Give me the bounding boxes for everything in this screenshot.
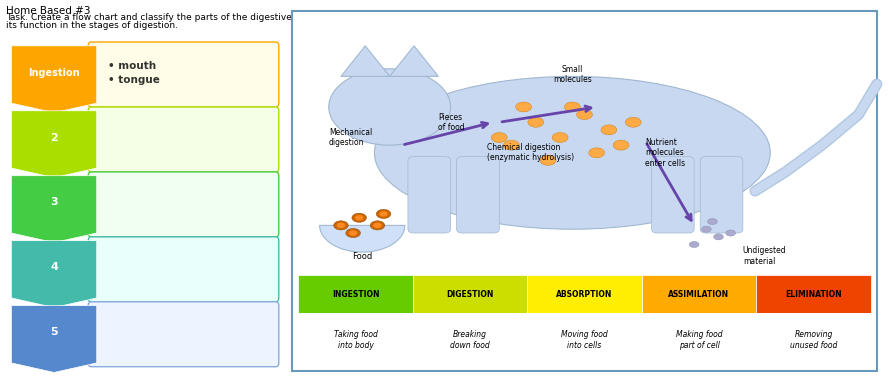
- Circle shape: [714, 234, 724, 240]
- Text: 5: 5: [51, 327, 58, 337]
- Text: Removing
unused food: Removing unused food: [789, 330, 837, 350]
- Circle shape: [552, 133, 568, 142]
- Circle shape: [370, 221, 385, 230]
- Circle shape: [329, 69, 451, 145]
- Circle shape: [492, 133, 508, 142]
- Text: 3: 3: [51, 197, 58, 207]
- Circle shape: [601, 125, 617, 135]
- Text: 4: 4: [50, 262, 58, 272]
- FancyBboxPatch shape: [412, 313, 527, 367]
- Text: ELIMINATION: ELIMINATION: [785, 290, 842, 299]
- FancyBboxPatch shape: [88, 42, 279, 107]
- Polygon shape: [389, 46, 438, 76]
- FancyBboxPatch shape: [299, 275, 412, 313]
- FancyBboxPatch shape: [88, 107, 279, 172]
- FancyBboxPatch shape: [757, 275, 870, 313]
- Text: Home Based #3: Home Based #3: [5, 6, 90, 16]
- Circle shape: [376, 209, 391, 219]
- FancyBboxPatch shape: [457, 157, 500, 233]
- Text: Pieces
of food: Pieces of food: [438, 113, 465, 132]
- FancyBboxPatch shape: [88, 172, 279, 237]
- Circle shape: [352, 213, 366, 222]
- FancyBboxPatch shape: [88, 302, 279, 367]
- FancyBboxPatch shape: [642, 275, 757, 313]
- Circle shape: [613, 140, 629, 150]
- FancyBboxPatch shape: [642, 313, 757, 367]
- Circle shape: [540, 155, 556, 165]
- Polygon shape: [12, 111, 97, 178]
- Text: Breaking
down food: Breaking down food: [450, 330, 490, 350]
- FancyBboxPatch shape: [408, 157, 451, 233]
- Polygon shape: [12, 46, 97, 113]
- Circle shape: [528, 117, 544, 127]
- Polygon shape: [12, 241, 97, 308]
- Text: • mouth
• tongue: • mouth • tongue: [108, 61, 160, 84]
- Circle shape: [355, 215, 364, 220]
- FancyBboxPatch shape: [88, 237, 279, 302]
- Circle shape: [589, 148, 605, 158]
- Text: Taking food
into body: Taking food into body: [333, 330, 378, 350]
- Text: ASSIMILATION: ASSIMILATION: [669, 290, 730, 299]
- FancyBboxPatch shape: [652, 157, 694, 233]
- Text: ABSORPTION: ABSORPTION: [557, 290, 613, 299]
- Text: Undigested
material: Undigested material: [743, 246, 787, 265]
- Text: Mechanical
digestion: Mechanical digestion: [329, 128, 372, 147]
- FancyBboxPatch shape: [701, 157, 743, 233]
- Text: INGESTION: INGESTION: [332, 290, 380, 299]
- Circle shape: [337, 223, 345, 228]
- Circle shape: [516, 102, 532, 112]
- FancyBboxPatch shape: [527, 275, 642, 313]
- Text: Nutrient
molecules
enter cells: Nutrient molecules enter cells: [645, 138, 685, 168]
- Text: 2: 2: [50, 133, 58, 142]
- Text: Food: Food: [352, 252, 372, 261]
- Text: Small
molecules: Small molecules: [553, 65, 592, 84]
- Polygon shape: [12, 176, 97, 243]
- FancyBboxPatch shape: [299, 313, 412, 367]
- Polygon shape: [341, 46, 389, 76]
- Text: Task. Create a flow chart and classify the parts of the digestive system accordi: Task. Create a flow chart and classify t…: [5, 13, 387, 23]
- Text: Moving food
into cells: Moving food into cells: [561, 330, 608, 350]
- Circle shape: [503, 140, 519, 150]
- Circle shape: [625, 117, 641, 127]
- Text: Making food
part of cell: Making food part of cell: [676, 330, 723, 350]
- Circle shape: [373, 223, 381, 228]
- FancyBboxPatch shape: [527, 313, 642, 367]
- Text: its function in the stages of digestion.: its function in the stages of digestion.: [5, 21, 178, 30]
- Circle shape: [380, 211, 388, 217]
- Circle shape: [701, 226, 711, 232]
- Polygon shape: [12, 306, 97, 372]
- Circle shape: [348, 230, 357, 236]
- FancyBboxPatch shape: [292, 11, 877, 371]
- Circle shape: [346, 228, 360, 238]
- FancyBboxPatch shape: [412, 275, 527, 313]
- Circle shape: [333, 221, 348, 230]
- Text: Chemical digestion
(enzymatic hydrolysis): Chemical digestion (enzymatic hydrolysis…: [487, 143, 574, 162]
- Text: DIGESTION: DIGESTION: [446, 290, 493, 299]
- Circle shape: [577, 110, 592, 120]
- Circle shape: [708, 219, 717, 225]
- Circle shape: [565, 102, 581, 112]
- FancyBboxPatch shape: [757, 313, 870, 367]
- Ellipse shape: [374, 76, 770, 229]
- Text: Ingestion: Ingestion: [28, 68, 80, 78]
- Wedge shape: [320, 225, 404, 252]
- Circle shape: [689, 241, 699, 248]
- Circle shape: [725, 230, 735, 236]
